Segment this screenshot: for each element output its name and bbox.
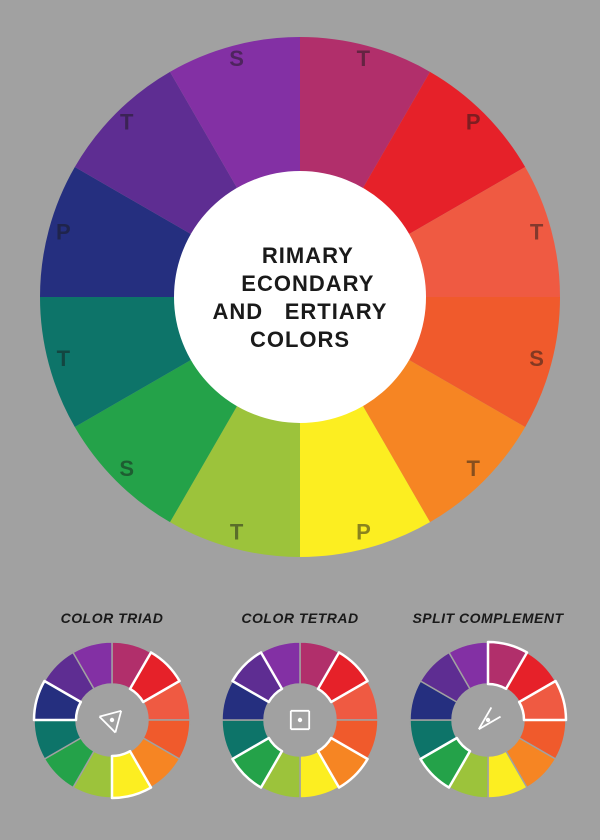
- main-color-wheel: T P T S T P T S T P T S PRIMARY SECONDARY AND TERTIARY…: [40, 37, 560, 557]
- center-title-line: AND TERTIARY: [213, 299, 388, 324]
- segment-label: S: [529, 346, 544, 371]
- segment-label: P: [356, 519, 371, 544]
- segment-label: T: [57, 346, 71, 371]
- scheme-title: COLOR TETRAD: [241, 610, 358, 626]
- segment-label: T: [357, 46, 371, 71]
- scheme-title: COLOR TRIAD: [61, 610, 164, 626]
- segment-label: S: [119, 456, 134, 481]
- segment-label: S: [229, 46, 244, 71]
- scheme-diagram-node: [486, 718, 490, 722]
- segment-label: T: [230, 519, 244, 544]
- segment-label: T: [467, 456, 481, 481]
- center-title-line: PRIMARY: [246, 243, 354, 268]
- segment-label: T: [530, 219, 544, 244]
- segment-label: P: [466, 110, 481, 135]
- center-title-line: COLORS: [250, 327, 350, 352]
- segment-label: T: [120, 110, 134, 135]
- scheme-diagram-node: [110, 718, 114, 722]
- segment-label: P: [56, 219, 71, 244]
- center-title-line: SECONDARY: [226, 271, 375, 296]
- color-theory-infographic: T P T S T P T S T P T S PRIMARY SECONDARY AND TERTIARY…: [0, 0, 600, 840]
- scheme-diagram-node: [298, 718, 302, 722]
- scheme-title: SPLIT COMPLEMENT: [412, 610, 564, 626]
